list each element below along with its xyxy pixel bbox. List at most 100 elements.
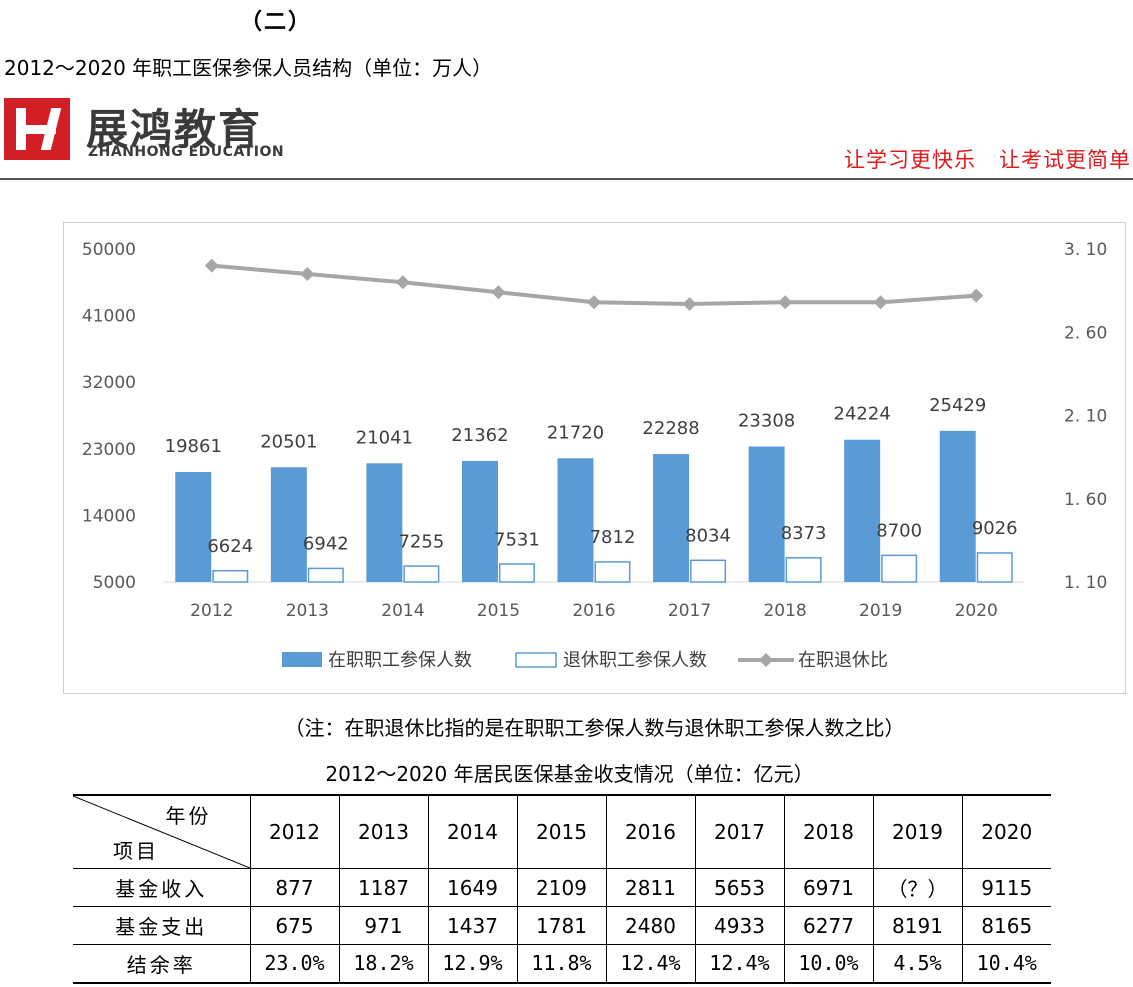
x-tick-label: 2019 [859,601,902,621]
diagonal-divider [73,796,250,868]
bar-in-service [366,463,403,582]
bar-in-service [175,472,212,582]
bar-in-service [939,430,976,582]
fund-table: 年份 项目 2012 2013 2014 2015 2016 2017 2018… [73,794,1051,984]
table-corner-cell: 年份 项目 [73,795,251,869]
table-cell: 8191 [872,906,963,945]
year-header: 2014 [427,795,518,869]
chart-note: （注：在职退休比指的是在职职工参保人数与退休职工参保人数之比） [284,716,905,740]
bar-retired [881,554,918,583]
table-header-row: 年份 项目 2012 2013 2014 2015 2016 2017 2018… [73,795,1051,869]
bar-retired [594,561,631,583]
legend-label-in-service: 在职职工参保人数 [328,650,472,671]
table-cell: 12.4% [605,944,696,983]
data-label-retired: 7255 [398,531,444,552]
data-label-in-service: 22288 [642,418,699,439]
legend-swatch-retired [515,652,557,668]
y-left-tick-label: 5000 [93,573,136,593]
ratio-point [778,295,793,310]
legend-swatch-in-service [282,652,322,667]
ratio-point [491,285,506,300]
x-tick-label: 2013 [286,601,329,621]
y-left-tick-label: 41000 [82,307,136,327]
x-tick-label: 2012 [190,601,233,621]
data-label-in-service: 21720 [547,422,604,443]
table-cell: 10.0% [783,944,874,983]
brand-name: 展鸿教育 [86,105,263,154]
section-number: （二） [240,10,313,35]
legend-label-ratio: 在职退休比 [798,650,888,671]
table-cell: 971 [338,906,429,945]
chart-title: 2012～2020 年职工医保参保人员结构（单位：万人） [4,56,493,80]
table-cell: 12.4% [694,944,785,983]
legend-marker-ratio [759,653,773,667]
table-cell: 675 [249,906,340,945]
data-label-in-service: 24224 [834,404,891,425]
table-cell: 4.5% [872,944,963,983]
table-cell: 6971 [783,868,874,907]
data-label-in-service: 19861 [165,436,222,457]
y-left-tick-label: 23000 [82,440,136,460]
y-left-tick-label: 32000 [82,373,136,393]
table-cell: 10.4% [961,944,1051,983]
y-right-tick-label: 2. 60 [1064,323,1107,343]
year-header: 2017 [694,795,785,869]
bar-retired [403,565,440,583]
bar-in-service [557,458,594,582]
table-cell: 11.8% [516,944,607,983]
chart-svg: 5000 14000 23000 32000 41000 50000 1. 10 1. 60 2… [82,240,1107,671]
ratio-point [969,288,984,303]
table-cell: 877 [249,868,340,907]
table-row-expense: 基金支出 675 971 1437 1781 2480 4933 6277 81… [73,906,1051,945]
legend-label-retired: 退休职工参保人数 [563,650,707,671]
corner-year-label: 年份 [165,804,212,828]
bar-retired [307,567,344,583]
y-right-tick-label: 1. 10 [1064,573,1107,593]
ratio-point [300,266,315,281]
data-label-in-service: 21041 [356,427,413,448]
ratio-point [682,296,697,311]
bar-in-service [844,439,881,582]
table-cell: 12.9% [427,944,518,983]
x-tick-label: 2020 [955,601,998,621]
table-cell: 1437 [427,906,518,945]
x-tick-label: 2016 [572,601,615,621]
table-cell: 8165 [961,906,1051,945]
ratio-point [395,275,410,290]
data-label-in-service: 20501 [260,431,317,452]
y-left-tick-label: 50000 [82,240,136,260]
table-title: 2012～2020 年居民医保基金收支情况（单位：亿元） [325,762,814,786]
ratio-point [204,258,219,273]
table-cell: 6277 [783,906,874,945]
table-cell: 2811 [605,868,696,907]
y-right-tick-label: 1. 60 [1064,490,1107,510]
row-label: 基金支出 [73,906,251,945]
data-label-retired: 8700 [876,521,922,542]
data-label-in-service: 21362 [451,425,508,446]
data-label-retired: 9026 [972,518,1018,539]
data-label-retired: 8034 [685,526,731,547]
logo-mark-icon [4,98,70,160]
bar-retired [690,559,727,583]
ratio-point [873,295,888,310]
y-left-tick-label: 14000 [82,506,136,526]
table-cell: 1187 [338,868,429,907]
bar-in-service [748,446,785,582]
year-header: 2020 [961,795,1051,869]
bar-retired [498,563,535,583]
x-tick-label: 2017 [668,601,711,621]
bar-in-service [270,467,307,582]
bar-retired [785,557,822,583]
brand-slogan: 让学习更快乐 让考试更简单 [843,148,1131,172]
year-header: 2013 [338,795,429,869]
x-tick-label: 2018 [763,601,806,621]
data-label-retired: 6624 [207,536,253,557]
year-header: 2018 [783,795,874,869]
table-cell: 1649 [427,868,518,907]
year-header: 2015 [516,795,607,869]
year-header: 2019 [872,795,963,869]
data-label-retired: 7531 [494,529,540,550]
bar-retired [212,569,249,583]
chart-container: 5000 14000 23000 32000 41000 50000 1. 10 1. 60 2… [63,222,1126,694]
brand-name-en: ZHANHONG EDUCATION [88,144,285,160]
